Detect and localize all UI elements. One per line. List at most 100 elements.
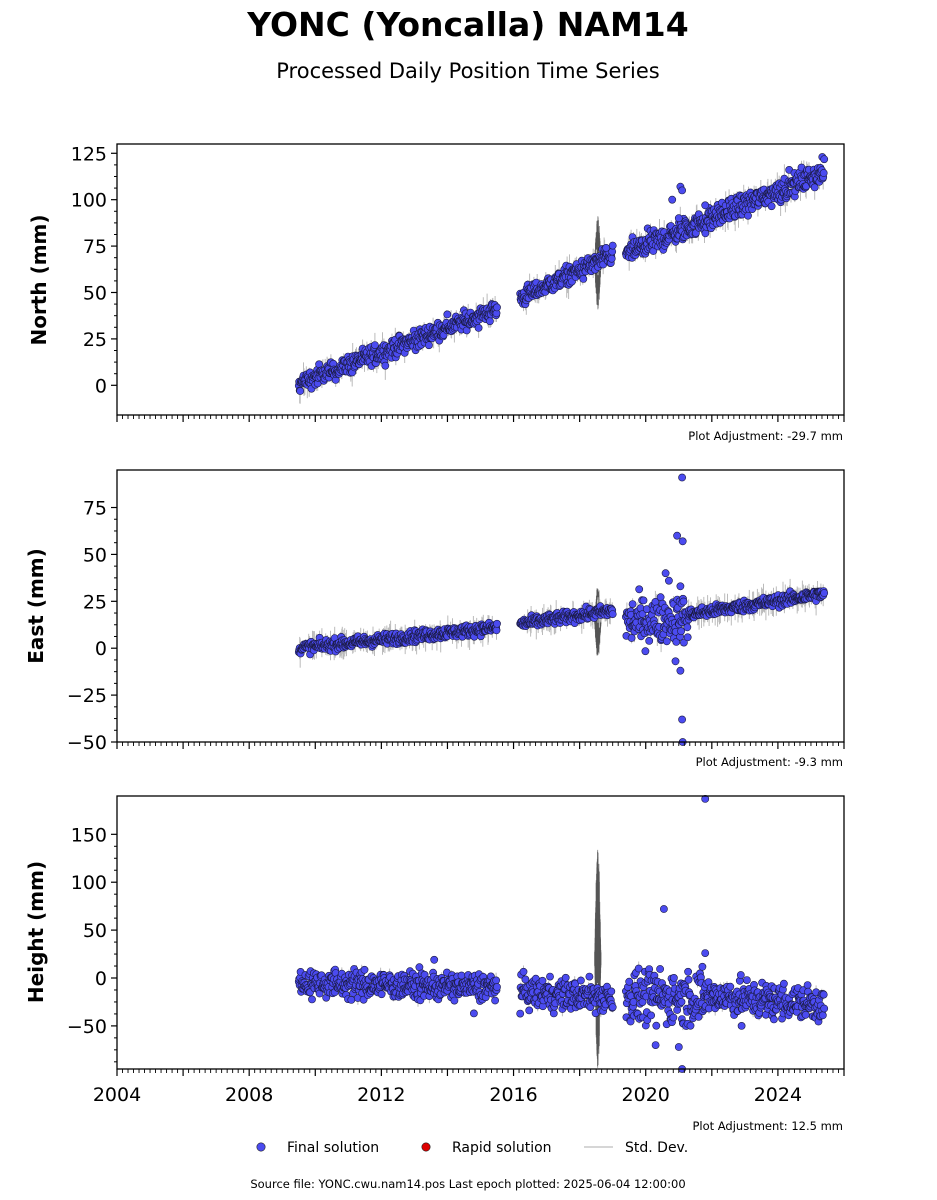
east-marks <box>294 473 829 746</box>
height-data-point <box>625 977 634 986</box>
height-data-point <box>308 995 316 1004</box>
height-data-point <box>549 1009 558 1018</box>
height-marks <box>294 795 829 1073</box>
height-data-point <box>608 1003 617 1012</box>
height-points <box>294 795 829 1073</box>
height-data-point <box>516 1009 525 1018</box>
north-data-point <box>608 241 617 250</box>
north-data-point <box>602 243 610 252</box>
north-data-point <box>443 310 452 319</box>
east-data-point <box>683 633 692 642</box>
height-data-point <box>469 1009 478 1018</box>
north-data-point <box>381 361 390 370</box>
height-data-point <box>561 973 570 982</box>
north-data-point <box>493 303 501 312</box>
height-data-point <box>669 1013 678 1022</box>
north-panel: 0 25 50 75 100 125 North (mm) Plot Adjustment… <box>27 143 845 443</box>
height-data-point <box>651 1041 660 1049</box>
east-ylabel: East (mm) <box>24 548 48 664</box>
height-data-point <box>770 1015 778 1024</box>
height-data-point <box>780 979 788 988</box>
east-data-point <box>676 582 685 591</box>
height-data-point <box>743 976 751 984</box>
height-data-point <box>607 987 616 996</box>
east-data-point <box>678 715 686 724</box>
height-y-ticks: 150 100 50 0 −50 <box>67 824 117 1063</box>
east-data-point <box>672 638 681 646</box>
legend-final-label: Final solution <box>287 1140 379 1156</box>
north-data-point <box>485 317 494 326</box>
height-data-point <box>430 955 439 964</box>
east-data-point <box>661 569 670 578</box>
height-y-tick-label: −50 <box>67 1016 107 1038</box>
legend-final-marker <box>256 1142 266 1152</box>
height-data-point <box>493 983 501 991</box>
legend: Final solution Rapid solution Std. Dev. <box>256 1140 688 1156</box>
height-data-point <box>629 998 638 1006</box>
height-data-point <box>585 972 594 981</box>
height-data-point <box>726 982 735 991</box>
height-data-point <box>546 972 554 981</box>
north-data-point <box>296 387 305 395</box>
east-y-ticks: 75 50 25 0 −25 −50 <box>67 498 117 754</box>
height-y-tick-label: 0 <box>95 968 107 990</box>
height-y-tick-label: 100 <box>71 872 107 894</box>
north-data-point <box>820 155 829 164</box>
east-points <box>294 473 829 746</box>
east-data-point <box>662 637 671 646</box>
height-panel: 150 100 50 0 −50 Height (mm) Plot Adjustment… <box>24 795 845 1133</box>
east-data-point <box>673 531 681 540</box>
height-data-point <box>686 1021 695 1030</box>
north-data-point <box>674 214 683 223</box>
east-y-tick-label: 0 <box>95 638 107 660</box>
x-tick-label: 2008 <box>225 1084 273 1106</box>
east-x-ticks <box>116 742 845 749</box>
north-y-tick-label: 50 <box>83 282 107 304</box>
north-y-tick-label: 125 <box>71 143 107 165</box>
north-data-point <box>668 195 677 204</box>
height-data-point <box>491 996 499 1005</box>
x-tick-labels: 2004 2008 2012 2016 2020 2024 <box>93 1084 802 1106</box>
height-data-point <box>492 976 500 985</box>
east-data-point <box>635 585 644 594</box>
height-data-point <box>519 967 528 976</box>
east-y-tick-label: −50 <box>67 732 107 754</box>
north-y-tick-label: 25 <box>83 329 107 351</box>
height-data-point <box>656 965 664 973</box>
east-y-tick-label: 25 <box>83 591 107 613</box>
height-data-point <box>801 1010 810 1019</box>
north-y-tick-label: 75 <box>83 236 107 258</box>
north-data-point <box>744 211 752 220</box>
north-data-point <box>810 183 819 192</box>
east-data-point <box>680 638 688 647</box>
north-x-ticks <box>116 415 845 422</box>
height-data-point <box>737 1022 746 1030</box>
height-x-ticks <box>116 1069 845 1076</box>
chart-title: YONC (Yoncalla) NAM14 <box>246 5 688 44</box>
north-adjustment: Plot Adjustment: -29.7 mm <box>688 429 843 443</box>
east-data-point <box>679 597 688 606</box>
east-data-point <box>665 576 673 585</box>
east-adjustment: Plot Adjustment: -9.3 mm <box>696 755 843 769</box>
height-data-point <box>525 1006 534 1015</box>
east-data-point <box>671 657 680 666</box>
north-data-point <box>767 202 776 211</box>
height-data-point <box>698 962 707 971</box>
source-note: Source file: YONC.cwu.nam14.pos Last epo… <box>250 1177 685 1191</box>
east-data-point <box>678 473 686 482</box>
east-data-point <box>641 647 650 656</box>
x-tick-label: 2024 <box>754 1084 802 1106</box>
east-data-point <box>639 596 648 605</box>
east-data-point <box>676 666 685 675</box>
east-data-point <box>492 626 501 635</box>
height-ylabel: Height (mm) <box>24 861 48 1003</box>
east-y-tick-label: −25 <box>67 685 107 707</box>
north-frame <box>116 143 845 416</box>
height-adjustment: Plot Adjustment: 12.5 mm <box>692 1119 843 1133</box>
height-data-point <box>577 976 585 985</box>
north-data-point <box>607 254 616 263</box>
x-tick-label: 2016 <box>489 1084 537 1106</box>
east-y-tick-label: 50 <box>83 544 107 566</box>
height-data-point <box>684 967 692 976</box>
